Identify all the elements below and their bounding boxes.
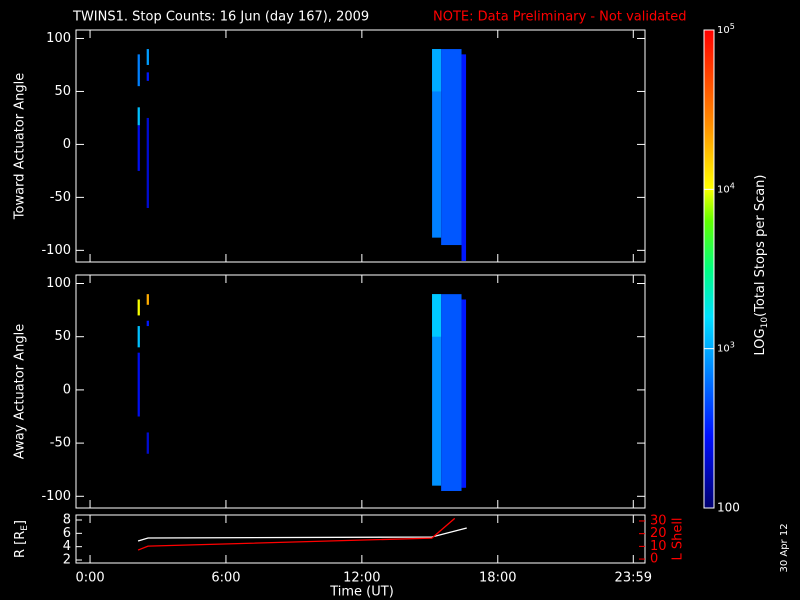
heatmap-cell	[146, 294, 149, 305]
heatmap-cell	[137, 107, 140, 126]
y-tick-label: 2	[63, 553, 71, 568]
y-axis-label-part: E	[20, 525, 30, 531]
heatmap-cell	[432, 49, 442, 238]
y-tick-label: 0	[63, 137, 71, 152]
date-stamp: 30 Apr 12	[779, 523, 790, 572]
colorbar-tick-label: 103	[717, 340, 735, 355]
data-line	[137, 527, 467, 542]
heatmap-cell	[432, 49, 442, 92]
colorbar	[703, 29, 715, 509]
y-tick-label: 8	[63, 513, 71, 528]
y-tick-label: -100	[41, 243, 71, 258]
x-tick-label: 6:00	[211, 571, 240, 586]
y2-tick-label: 10	[650, 539, 667, 554]
title-note: NOTE: Data Preliminary - Not validated	[433, 10, 687, 25]
colorbar-tick-label: 104	[717, 181, 735, 196]
heatmap-cell	[137, 299, 140, 316]
plot-frame	[75, 514, 646, 564]
heatmap-cell	[137, 352, 140, 417]
colorbar-tick-label-part: 4	[730, 181, 735, 190]
heatmap-cell	[137, 54, 140, 87]
colorbar-tick-label-part: 3	[730, 340, 735, 349]
x-tick-label: 18:00	[479, 571, 516, 586]
y-tick-label: -50	[50, 436, 71, 451]
heatmap-cell	[432, 294, 442, 486]
colorbar-label-part: (Total Stops per Scan)	[753, 175, 768, 317]
y-tick-label: 50	[54, 84, 71, 99]
y-tick-label: 4	[63, 539, 71, 554]
colorbar-label: LOG10(Total Stops per Scan)	[753, 175, 770, 356]
x-axis-label: Time (UT)	[329, 585, 394, 600]
y2-axis-label: L Shell	[671, 517, 686, 560]
heatmap-cell	[137, 326, 140, 348]
y-axis-label-part: ]	[13, 520, 28, 525]
heatmap-cell	[137, 125, 140, 171]
y2-tick-label: 30	[650, 513, 667, 528]
y-axis-label: Toward Actuator Angle	[13, 73, 28, 220]
y-tick-label: 50	[54, 329, 71, 344]
plot-frame	[75, 274, 646, 509]
y-axis-label-part: R [R	[13, 531, 28, 558]
y-tick-label: -100	[41, 489, 71, 504]
data-line	[137, 517, 456, 551]
heatmap-cell	[146, 432, 149, 454]
y-tick-label: 0	[63, 382, 71, 397]
y-tick-label: 100	[46, 276, 71, 291]
colorbar-label-part: 10	[760, 317, 770, 329]
y-tick-label: 100	[46, 31, 71, 46]
colorbar-tick-label-part: 10	[717, 344, 730, 355]
heatmap-cell	[441, 294, 462, 491]
plot-area	[137, 517, 467, 551]
y2-tick-label: 0	[650, 552, 658, 567]
y2-tick-label: 20	[650, 526, 667, 541]
heatmap-cell	[146, 117, 149, 208]
heatmap-cell	[432, 294, 442, 337]
colorbar-tick-label-part: 10	[717, 25, 730, 36]
colorbar-tick-label: 100	[717, 501, 740, 515]
y-tick-label: -50	[50, 190, 71, 205]
y-axis-label: Away Actuator Angle	[13, 324, 28, 459]
heatmap-cell	[461, 54, 467, 261]
heatmap-cell	[146, 320, 149, 327]
chart-title: TWINS1. Stop Counts: 16 Jun (day 167), 2…	[72, 10, 369, 25]
heatmap-cell	[146, 49, 149, 65]
plot-frame	[75, 29, 646, 263]
y-axis-label: R [RE]	[13, 520, 30, 558]
heatmap-cell	[461, 299, 467, 488]
x-tick-label: 12:00	[343, 571, 380, 586]
colorbar-tick-label-part: 10	[717, 184, 730, 195]
heatmap-cell	[146, 72, 149, 81]
heatmap-cell	[441, 49, 462, 246]
x-tick-label: 23:59	[615, 571, 652, 586]
colorbar-tick-label-part: 5	[730, 22, 735, 31]
x-tick-label: 0:00	[75, 571, 104, 586]
colorbar-tick-label: 105	[717, 22, 735, 37]
y-tick-label: 6	[63, 526, 71, 541]
colorbar-label-part: LOG	[753, 328, 768, 355]
